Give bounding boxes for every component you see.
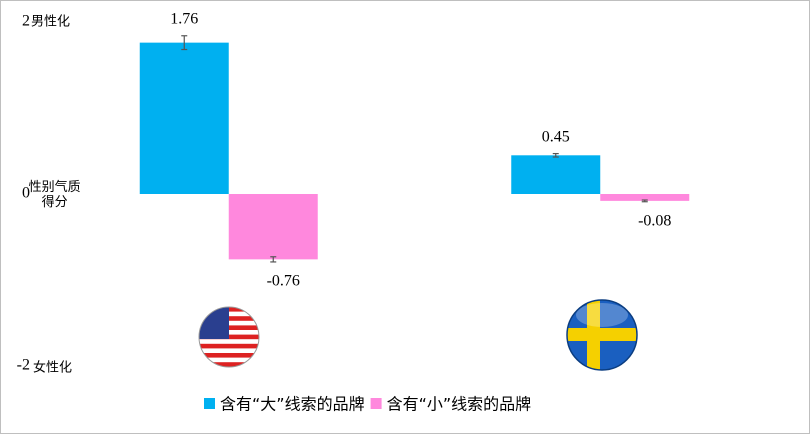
value-label: -0.08 — [638, 212, 671, 229]
y-axis-label: 性别气质得分 — [28, 180, 81, 210]
sweden-flag — [567, 300, 637, 370]
bar — [600, 194, 690, 201]
y-axis-label-bottom: 女性化 — [33, 360, 72, 376]
y-axis-label-top: 男性化 — [31, 15, 70, 30]
y-tick-label: -2 — [17, 357, 30, 374]
bar — [139, 42, 229, 194]
us-flag-rim — [198, 306, 260, 368]
y-tick-label: 0 — [22, 185, 30, 202]
legend-label: 含有“小”线索的品牌 — [387, 395, 532, 414]
sweden-flag-rim — [566, 299, 638, 371]
legend-swatch — [370, 398, 382, 409]
value-label: -0.76 — [267, 273, 300, 290]
y-tick-label: 2 — [22, 13, 30, 30]
bar — [511, 155, 601, 194]
value-label: 0.45 — [542, 128, 570, 145]
bar — [228, 194, 318, 260]
legend-swatch — [204, 398, 215, 409]
value-label: 1.76 — [170, 10, 198, 27]
legend-label: 含有“大”线索的品牌 — [220, 395, 365, 414]
